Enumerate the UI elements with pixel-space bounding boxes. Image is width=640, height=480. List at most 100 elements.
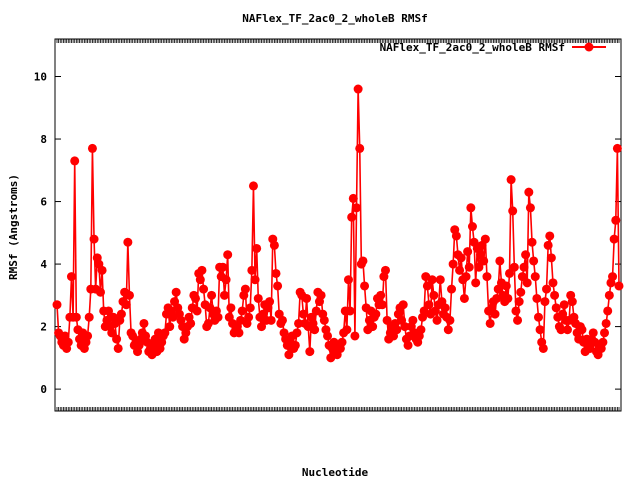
- data-point: [543, 240, 553, 250]
- data-point: [567, 297, 577, 307]
- y-tick-label: 6: [40, 196, 47, 209]
- data-point: [495, 256, 505, 266]
- data-point: [70, 156, 80, 166]
- data-point: [556, 325, 566, 335]
- data-point: [398, 300, 408, 310]
- chart-title: NAFlex_TF_2ac0_2_wholeB RMSf: [242, 12, 427, 25]
- data-point: [371, 309, 381, 319]
- data-point: [485, 318, 495, 328]
- data-point: [248, 181, 258, 191]
- data-point: [509, 262, 519, 272]
- data-point: [294, 318, 304, 328]
- data-point: [464, 262, 474, 272]
- data-point: [197, 265, 207, 275]
- data-point: [377, 300, 387, 310]
- data-point: [316, 290, 326, 300]
- data-point: [221, 275, 231, 285]
- data-point: [84, 312, 94, 322]
- data-point: [562, 325, 572, 335]
- data-point: [95, 287, 105, 297]
- data-point: [522, 278, 532, 288]
- data-point: [538, 343, 548, 353]
- data-point: [603, 306, 613, 316]
- data-point: [533, 312, 543, 322]
- data-point: [244, 312, 254, 322]
- data-point: [89, 234, 99, 244]
- data-point: [471, 278, 481, 288]
- data-point: [451, 231, 461, 241]
- data-point: [265, 297, 275, 307]
- data-point: [403, 340, 413, 350]
- y-tick-label: 8: [40, 133, 47, 146]
- data-point: [302, 293, 312, 303]
- data-point: [186, 318, 196, 328]
- data-point: [474, 262, 484, 272]
- data-point: [124, 290, 134, 300]
- data-point: [171, 287, 181, 297]
- data-point: [530, 272, 540, 282]
- data-point: [532, 293, 542, 303]
- data-point: [107, 328, 117, 338]
- data-point: [611, 215, 621, 225]
- data-point: [516, 287, 526, 297]
- data-point: [319, 315, 329, 325]
- data-point: [123, 237, 133, 247]
- data-point: [479, 256, 489, 266]
- data-point: [342, 325, 352, 335]
- data-point: [604, 290, 614, 300]
- data-point: [234, 328, 244, 338]
- data-point: [160, 328, 170, 338]
- data-point: [165, 322, 175, 332]
- data-point: [271, 268, 281, 278]
- data-point: [83, 331, 93, 341]
- x-axis-label: Nucleotide: [302, 466, 369, 479]
- data-point: [600, 328, 610, 338]
- data-point: [448, 259, 458, 269]
- data-point: [521, 250, 531, 260]
- data-point: [503, 293, 513, 303]
- data-point: [422, 281, 432, 291]
- data-point: [467, 222, 477, 232]
- y-tick-label: 0: [40, 383, 47, 396]
- data-point: [506, 175, 516, 185]
- data-point: [535, 325, 545, 335]
- data-point: [527, 237, 537, 247]
- data-point: [609, 234, 619, 244]
- data-point: [529, 256, 539, 266]
- data-point: [298, 309, 308, 319]
- data-point: [456, 253, 466, 263]
- data-point: [445, 315, 455, 325]
- data-point: [480, 234, 490, 244]
- data-point: [355, 143, 365, 153]
- data-point: [559, 300, 569, 310]
- data-point: [511, 306, 521, 316]
- data-point: [348, 193, 358, 203]
- y-axis-label: RMSf (Angstroms): [7, 174, 20, 280]
- data-point: [466, 203, 476, 213]
- data-point: [368, 322, 378, 332]
- data-point: [207, 290, 217, 300]
- data-point: [104, 306, 114, 316]
- data-point: [353, 84, 363, 94]
- data-point: [199, 284, 209, 294]
- data-point: [461, 272, 471, 282]
- data-point: [455, 265, 465, 275]
- data-point: [226, 303, 236, 313]
- data-point: [588, 328, 598, 338]
- data-point: [323, 331, 333, 341]
- data-point: [505, 268, 514, 278]
- data-point: [66, 272, 76, 282]
- data-point: [416, 325, 426, 335]
- data-point: [524, 187, 534, 197]
- plot-frame: [54, 38, 622, 412]
- data-point: [252, 243, 262, 253]
- y-axis: 0 2 4 6 8 10: [34, 71, 621, 396]
- data-point: [247, 265, 257, 275]
- data-point: [290, 340, 300, 350]
- data-point: [550, 290, 560, 300]
- data-point: [52, 300, 62, 310]
- data-point: [269, 240, 279, 250]
- data-point: [347, 212, 357, 222]
- data-point: [525, 203, 535, 213]
